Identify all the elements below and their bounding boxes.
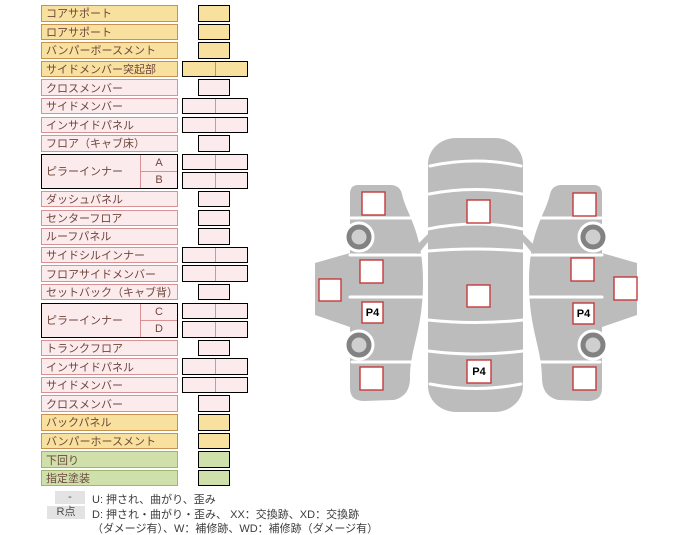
marker-right-rear-door[interactable] — [572, 302, 595, 325]
marker-right-front-door[interactable] — [570, 257, 595, 282]
legend-key-dash: - — [55, 491, 85, 504]
damage-cell[interactable] — [198, 469, 230, 487]
damage-cell[interactable] — [198, 228, 230, 245]
damage-cell-pair[interactable] — [182, 376, 248, 394]
marker-top-trunk[interactable] — [466, 359, 492, 384]
damage-cell-pair[interactable] — [182, 302, 248, 319]
marker-left-front-door[interactable] — [359, 259, 384, 284]
part-label-group-pillar-cd: ピラーインナー C D — [41, 302, 178, 338]
damage-cell[interactable] — [198, 432, 230, 450]
part-label: ダッシュパネル — [41, 190, 178, 208]
pillar-sub-a: A — [155, 156, 163, 169]
damage-cell[interactable] — [198, 209, 230, 227]
marker-label: P4 — [472, 366, 486, 378]
right-side-view — [528, 185, 637, 401]
legend-key-rpoint: R点 — [47, 506, 85, 519]
part-label: ルーフパネル — [41, 228, 178, 245]
damage-cell-pair[interactable] — [182, 97, 248, 115]
marker-right-front-fender[interactable] — [572, 192, 597, 217]
marker-left-front-fender[interactable] — [361, 191, 386, 216]
marker-right-pillar[interactable] — [613, 276, 638, 301]
part-label: フロアサイドメンバー — [41, 265, 178, 282]
pillar-sub-labels: C D — [140, 303, 177, 337]
damage-cell[interactable] — [198, 23, 230, 41]
damage-cell-pair[interactable] — [182, 358, 248, 375]
damage-cell[interactable] — [198, 283, 230, 301]
left-mirror — [411, 234, 428, 254]
part-label: コアサポート — [41, 5, 178, 22]
pillar-sub-b: B — [141, 170, 177, 188]
part-label: 指定塗装 — [41, 469, 178, 487]
part-label: クロスメンバー — [41, 395, 178, 412]
part-label: トランクフロア — [41, 339, 178, 357]
part-label: 下回り — [41, 451, 178, 468]
pillar-sub-labels: A B — [140, 154, 177, 188]
damage-cell-pair[interactable] — [182, 172, 248, 189]
marker-left-pillar[interactable] — [318, 278, 342, 302]
part-label: センターフロア — [41, 209, 178, 227]
damage-cell[interactable] — [198, 339, 230, 357]
vehicle-diagram: P4 P4 P4 — [315, 138, 638, 412]
damage-cell[interactable] — [198, 190, 230, 208]
right-side-body — [529, 185, 637, 401]
legend-text-d: D: 押され・曲がり・歪み、 XX：交換跡、XD：交換跡 — [92, 509, 360, 521]
part-label: サイドメンバー — [41, 97, 178, 115]
top-view — [411, 138, 540, 412]
part-label: ピラーインナー — [46, 315, 123, 328]
damage-cell[interactable] — [198, 395, 230, 412]
marker-top-hood[interactable] — [466, 199, 491, 224]
top-view-body — [428, 138, 523, 412]
marker-left-rear-fender[interactable] — [359, 366, 384, 391]
part-label: バンパーボースメント — [41, 42, 178, 59]
part-label: クロスメンバー — [41, 79, 178, 96]
pillar-sub-c: C — [155, 305, 163, 318]
legend-text-u: U: 押され、曲がり、歪み — [92, 494, 216, 506]
damage-cell-pair[interactable] — [182, 321, 248, 338]
part-label: バックパネル — [41, 414, 178, 431]
part-label: サイドメンバー — [41, 376, 178, 394]
part-label-group-pillar-ab: ピラーインナー A B — [41, 153, 178, 189]
marker-right-rear-fender[interactable] — [572, 366, 597, 391]
part-label: サイドシルインナー — [41, 246, 178, 264]
marker-left-rear-door[interactable] — [361, 301, 384, 324]
part-label: ロアサポート — [41, 23, 178, 41]
damage-cell-pair[interactable] — [182, 246, 248, 264]
part-label: ピラーインナー — [46, 166, 123, 179]
legend-text-d-cont: （ダメージ有）、W：補修跡、WD：補修跡（ダメージ有） — [92, 523, 379, 535]
part-label: インサイドパネル — [41, 116, 178, 134]
part-label: インサイドパネル — [41, 358, 178, 375]
marker-top-roof[interactable] — [466, 284, 491, 308]
part-label: バンパーホースメント — [41, 432, 178, 450]
damage-cell[interactable] — [198, 79, 230, 96]
part-label: サイドメンバー突起部 — [41, 60, 178, 78]
marker-label: P4 — [577, 308, 591, 320]
damage-cell-pair[interactable] — [182, 153, 248, 171]
damage-cell[interactable] — [198, 42, 230, 59]
parts-table-cells — [182, 5, 248, 487]
damage-cell-pair[interactable] — [182, 116, 248, 134]
left-side-view — [315, 185, 424, 401]
parts-table-labels: コアサポート ロアサポート バンパーボースメント サイドメンバー突起部 クロスメ… — [41, 5, 178, 487]
left-side-body — [315, 185, 423, 401]
part-label: セットバック（キャブ背） — [41, 283, 178, 301]
damage-cell[interactable] — [198, 414, 230, 431]
right-mirror — [523, 234, 540, 254]
part-label: フロア（キャブ床） — [41, 135, 178, 152]
marker-label: P4 — [366, 307, 380, 319]
damage-cell-pair[interactable] — [182, 265, 248, 282]
damage-cell[interactable] — [198, 135, 230, 152]
damage-cell[interactable] — [198, 5, 230, 22]
pillar-sub-d: D — [141, 319, 177, 337]
damage-cell[interactable] — [198, 451, 230, 468]
damage-cell-pair[interactable] — [182, 60, 248, 78]
legend: - U: 押され、曲がり、歪み R点 D: 押され・曲がり・歪み、 XX：交換跡… — [47, 490, 547, 535]
